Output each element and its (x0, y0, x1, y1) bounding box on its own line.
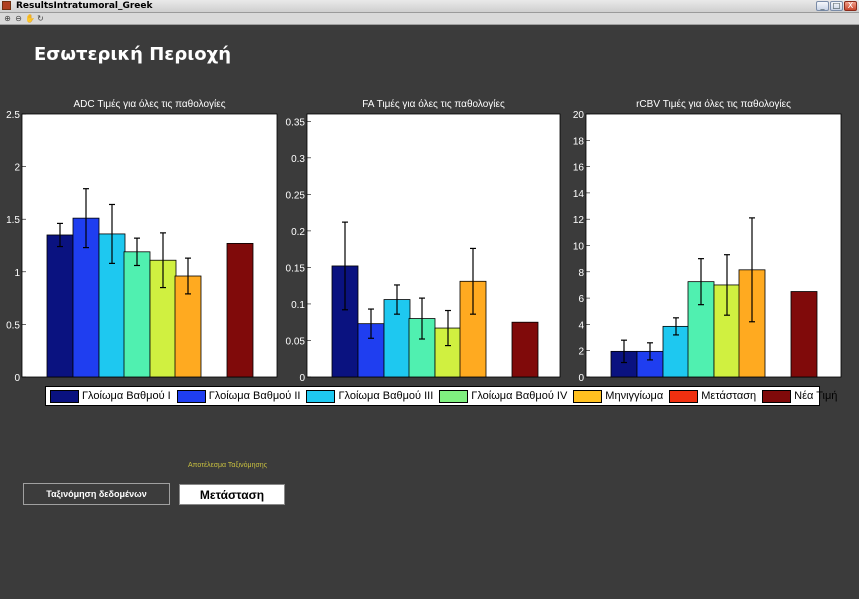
y-tick-label: 0 (299, 373, 305, 384)
result-caption: Αποτέλεσμα Ταξινόμησης (188, 462, 268, 469)
classification-result: Μετάσταση (179, 484, 285, 505)
y-tick-label: 6 (578, 294, 584, 305)
y-tick-label: 10 (573, 242, 585, 253)
window-titlebar: ResultsIntratumoral_Greek _ □ X (0, 0, 859, 13)
chart-title: FA Τιμές για όλες τις παθολογίες (362, 98, 505, 110)
legend-item: Γλοίωμα Βαθμού ΙV (439, 389, 568, 403)
chart-title: rCBV Τιμές για όλες τις παθολογίες (636, 98, 791, 110)
y-tick-label: 1.5 (6, 215, 20, 226)
minimize-button[interactable]: _ (816, 1, 829, 11)
y-tick-label: 18 (573, 136, 585, 147)
y-tick-label: 0.5 (6, 320, 20, 331)
rotate-icon[interactable]: ↻ (37, 14, 44, 23)
y-tick-label: 12 (573, 215, 585, 226)
app-icon (2, 1, 11, 10)
y-tick-label: 0 (578, 373, 584, 384)
figure-toolbar: ⊕ ⊖ ✋ ↻ (0, 13, 859, 25)
y-tick-label: 2 (14, 163, 20, 174)
charts-area: ADC Τιμές για όλες τις παθολογίες 0 0.5 1 1.… (6, 98, 842, 384)
y-tick-label: 14 (573, 189, 585, 200)
y-tick-label: 8 (578, 268, 584, 279)
window-controls: _ □ X (816, 1, 857, 11)
pan-icon[interactable]: ✋ (25, 14, 35, 23)
legend-label: Γλοίωμα Βαθμού ΙΙΙ (338, 390, 434, 402)
legend-item: Γλοίωμα Βαθμού ΙΙΙ (306, 389, 434, 403)
maximize-button[interactable]: □ (830, 1, 843, 11)
y-tick-label: 0.3 (291, 154, 305, 165)
window-title: ResultsIntratumoral_Greek (16, 1, 153, 11)
y-tick-label: 0.05 (286, 336, 306, 347)
legend-swatch (176, 389, 206, 403)
legend-swatch (306, 389, 336, 403)
chart-title: ADC Τιμές για όλες τις παθολογίες (73, 98, 225, 110)
page-title: Εσωτερική Περιοχή (34, 44, 232, 65)
legend-item: Νέα Τιμή (762, 389, 838, 403)
legend-swatch (50, 389, 79, 403)
legend-swatch (573, 389, 603, 403)
y-tick-label: 2 (578, 347, 584, 358)
y-tick-label: 20 (573, 110, 585, 121)
y-tick-label: 2.5 (6, 110, 20, 121)
zoom-out-icon[interactable]: ⊖ (15, 14, 22, 23)
legend-swatch (439, 389, 469, 403)
bar (123, 251, 151, 378)
y-tick-label: 16 (573, 163, 585, 174)
y-tick-label: 4 (578, 320, 584, 331)
legend-label: Γλοίωμα Βαθμού ΙΙ (208, 390, 301, 402)
close-button[interactable]: X (844, 1, 857, 11)
bar (46, 234, 74, 378)
y-tick-label: 0.1 (291, 300, 305, 311)
legend-swatch (762, 389, 792, 403)
legend-item: Γλοίωμα Βαθμού ΙΙ (176, 389, 301, 403)
legend: Γλοίωμα Βαθμού Ι Γλοίωμα Βαθμού ΙΙ Γλοίωμα… (45, 386, 837, 406)
legend-item: Μηνιγγίωμα (573, 389, 664, 403)
legend-label: Γλοίωμα Βαθμού Ι (82, 390, 171, 402)
legend-item: Μετάσταση (669, 389, 757, 403)
y-tick-label: 0.2 (291, 227, 305, 238)
legend-label: Γλοίωμα Βαθμού ΙV (471, 390, 568, 402)
y-tick-label: 0.35 (286, 117, 306, 128)
y-tick-label: 0.25 (286, 190, 306, 201)
legend-label: Μετάσταση (701, 390, 757, 402)
legend-item: Γλοίωμα Βαθμού Ι (50, 389, 171, 403)
legend-label: Νέα Τιμή (794, 390, 838, 402)
bar (226, 242, 254, 378)
bar (511, 321, 539, 378)
classify-data-button[interactable]: Ταξινόμηση δεδομένων (23, 483, 170, 505)
y-tick-label: 0.15 (286, 263, 306, 274)
y-tick-label: 1 (14, 268, 20, 279)
y-tick-label: 0 (14, 373, 20, 384)
legend-swatch (669, 389, 699, 403)
zoom-in-icon[interactable]: ⊕ (4, 14, 11, 23)
legend-label: Μηνιγγίωμα (605, 390, 664, 402)
bar (790, 291, 818, 378)
